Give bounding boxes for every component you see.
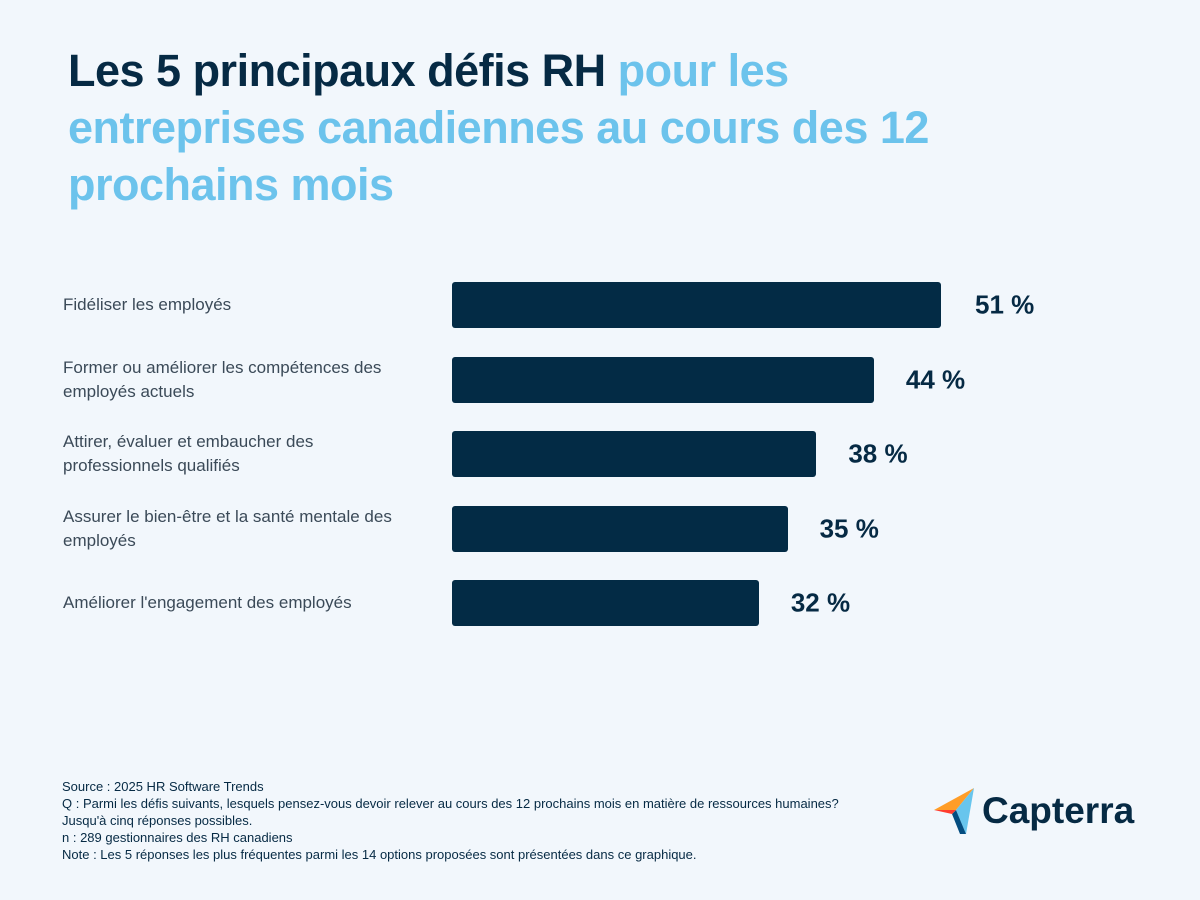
footnotes: Source : 2025 HR Software Trends Q : Parm… [62,778,872,863]
bar [452,431,817,477]
brand-name: Capterra [982,790,1135,831]
value-label: 51 % [975,289,1035,320]
category-label: Assurer le bien-être et la santé mentale… [63,506,392,550]
category-label: Former ou améliorer les compétences des … [63,357,382,401]
chart-title: Les 5 principaux défis RH pour les entre… [68,42,1028,213]
category-label: Fidéliser les employés [63,295,232,314]
bar [452,356,874,403]
value-label: 32 % [790,587,851,618]
bar [452,505,788,552]
value-label: 38 % [848,438,908,469]
footnote: Q : Parmi les défis suivants, lesquels p… [62,796,839,828]
category-label: Attirer, évaluer et embaucher des profes… [63,432,314,475]
title-main: Les 5 principaux défis RH [68,45,606,96]
bar [452,580,759,626]
value-label: 35 % [819,513,879,543]
category-label: Améliorer l'engagement des employés [63,593,352,612]
footnote: Source : 2025 HR Software Trends [62,779,264,794]
brand-icon [934,788,974,834]
footnote: Note : Les 5 réponses les plus fréquente… [62,847,697,862]
footnote: n : 289 gestionnaires des RH canadiens [62,830,293,845]
title-highlight: pour les entreprises canadiennes au cour… [68,45,929,210]
bar [452,282,941,328]
value-label: 44 % [905,364,966,394]
